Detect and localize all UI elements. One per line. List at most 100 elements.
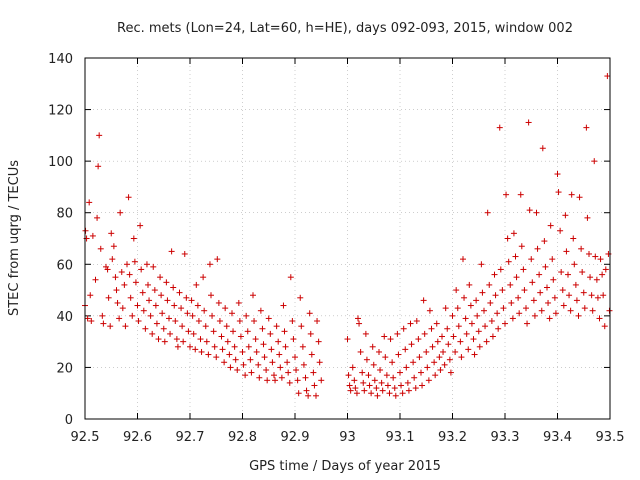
data-point	[454, 305, 461, 312]
data-point	[376, 348, 382, 355]
data-point	[176, 289, 183, 296]
data-point	[395, 351, 402, 358]
data-point	[129, 312, 136, 319]
data-point	[255, 361, 262, 368]
data-point	[453, 287, 460, 294]
data-point	[447, 369, 454, 376]
data-point	[285, 369, 292, 376]
data-point	[126, 271, 133, 278]
data-point	[392, 392, 399, 399]
data-point	[92, 276, 99, 283]
data-point	[88, 318, 95, 325]
data-point	[311, 382, 318, 389]
data-point	[313, 392, 319, 399]
data-point	[389, 359, 396, 366]
data-point	[161, 338, 168, 345]
data-point	[178, 305, 185, 312]
data-point	[214, 256, 221, 263]
data-point	[151, 287, 158, 294]
data-point	[458, 354, 465, 361]
data-point	[83, 235, 90, 242]
data-point	[264, 377, 271, 384]
data-point	[351, 377, 358, 384]
data-point	[497, 266, 504, 273]
data-point	[369, 343, 376, 350]
data-point	[114, 299, 121, 306]
data-point	[357, 348, 364, 355]
data-point	[198, 348, 205, 355]
data-point	[84, 315, 91, 322]
data-point	[276, 351, 283, 358]
data-point	[263, 367, 270, 374]
data-point	[526, 207, 533, 214]
data-point	[530, 297, 537, 304]
data-point	[232, 356, 239, 363]
data-point	[436, 354, 443, 361]
data-point	[502, 320, 508, 327]
data-point	[260, 341, 267, 348]
data-point	[116, 315, 123, 322]
plot-frame	[84, 57, 611, 420]
grid-layer	[85, 58, 610, 419]
data-point	[97, 245, 104, 252]
data-point	[223, 323, 230, 330]
data-point	[306, 310, 313, 317]
data-point	[363, 356, 370, 363]
chart-title: Rec. mets (Lon=24, Lat=60, h=HE), days 0…	[117, 21, 573, 36]
data-point	[272, 377, 279, 384]
data-point	[104, 266, 111, 273]
data-point	[457, 338, 464, 345]
data-point	[431, 359, 438, 366]
data-point	[479, 289, 486, 296]
data-point	[109, 256, 116, 263]
x-tick-label: 93.1	[386, 430, 415, 445]
data-point	[465, 346, 472, 353]
data-point	[347, 387, 354, 394]
data-point	[224, 338, 231, 345]
data-point	[386, 390, 393, 397]
data-point	[455, 323, 462, 330]
data-point	[517, 191, 524, 198]
data-point	[467, 302, 474, 309]
data-point	[289, 318, 296, 325]
data-point	[355, 315, 361, 322]
data-point	[247, 356, 254, 363]
y-tick-label: 100	[48, 155, 73, 170]
data-point	[173, 336, 180, 343]
data-point	[578, 245, 585, 252]
data-point	[157, 274, 164, 281]
data-point	[143, 261, 150, 268]
data-point	[579, 269, 586, 276]
data-point	[147, 312, 154, 319]
data-point	[245, 343, 252, 350]
x-tick-label: 92.9	[281, 430, 310, 445]
data-point	[268, 346, 275, 353]
data-point	[213, 354, 220, 361]
data-point	[523, 305, 529, 312]
data-point	[509, 315, 516, 322]
data-point	[368, 390, 375, 397]
data-point	[145, 281, 151, 288]
data-point	[303, 387, 310, 394]
data-point	[474, 312, 481, 319]
data-point	[87, 292, 94, 299]
data-point	[403, 364, 410, 371]
data-point	[318, 377, 325, 384]
data-point	[441, 361, 448, 368]
data-point	[423, 348, 430, 355]
data-point	[108, 230, 115, 237]
data-point	[231, 343, 238, 350]
data-point	[589, 307, 596, 314]
data-point	[387, 336, 394, 343]
data-point	[508, 299, 515, 306]
data-point	[449, 312, 456, 319]
data-point	[572, 281, 579, 288]
data-point	[461, 294, 468, 301]
data-point	[571, 261, 578, 268]
data-point	[356, 320, 363, 327]
data-point	[200, 274, 207, 281]
data-point	[155, 336, 162, 343]
data-point	[316, 359, 323, 366]
data-point	[476, 343, 483, 350]
